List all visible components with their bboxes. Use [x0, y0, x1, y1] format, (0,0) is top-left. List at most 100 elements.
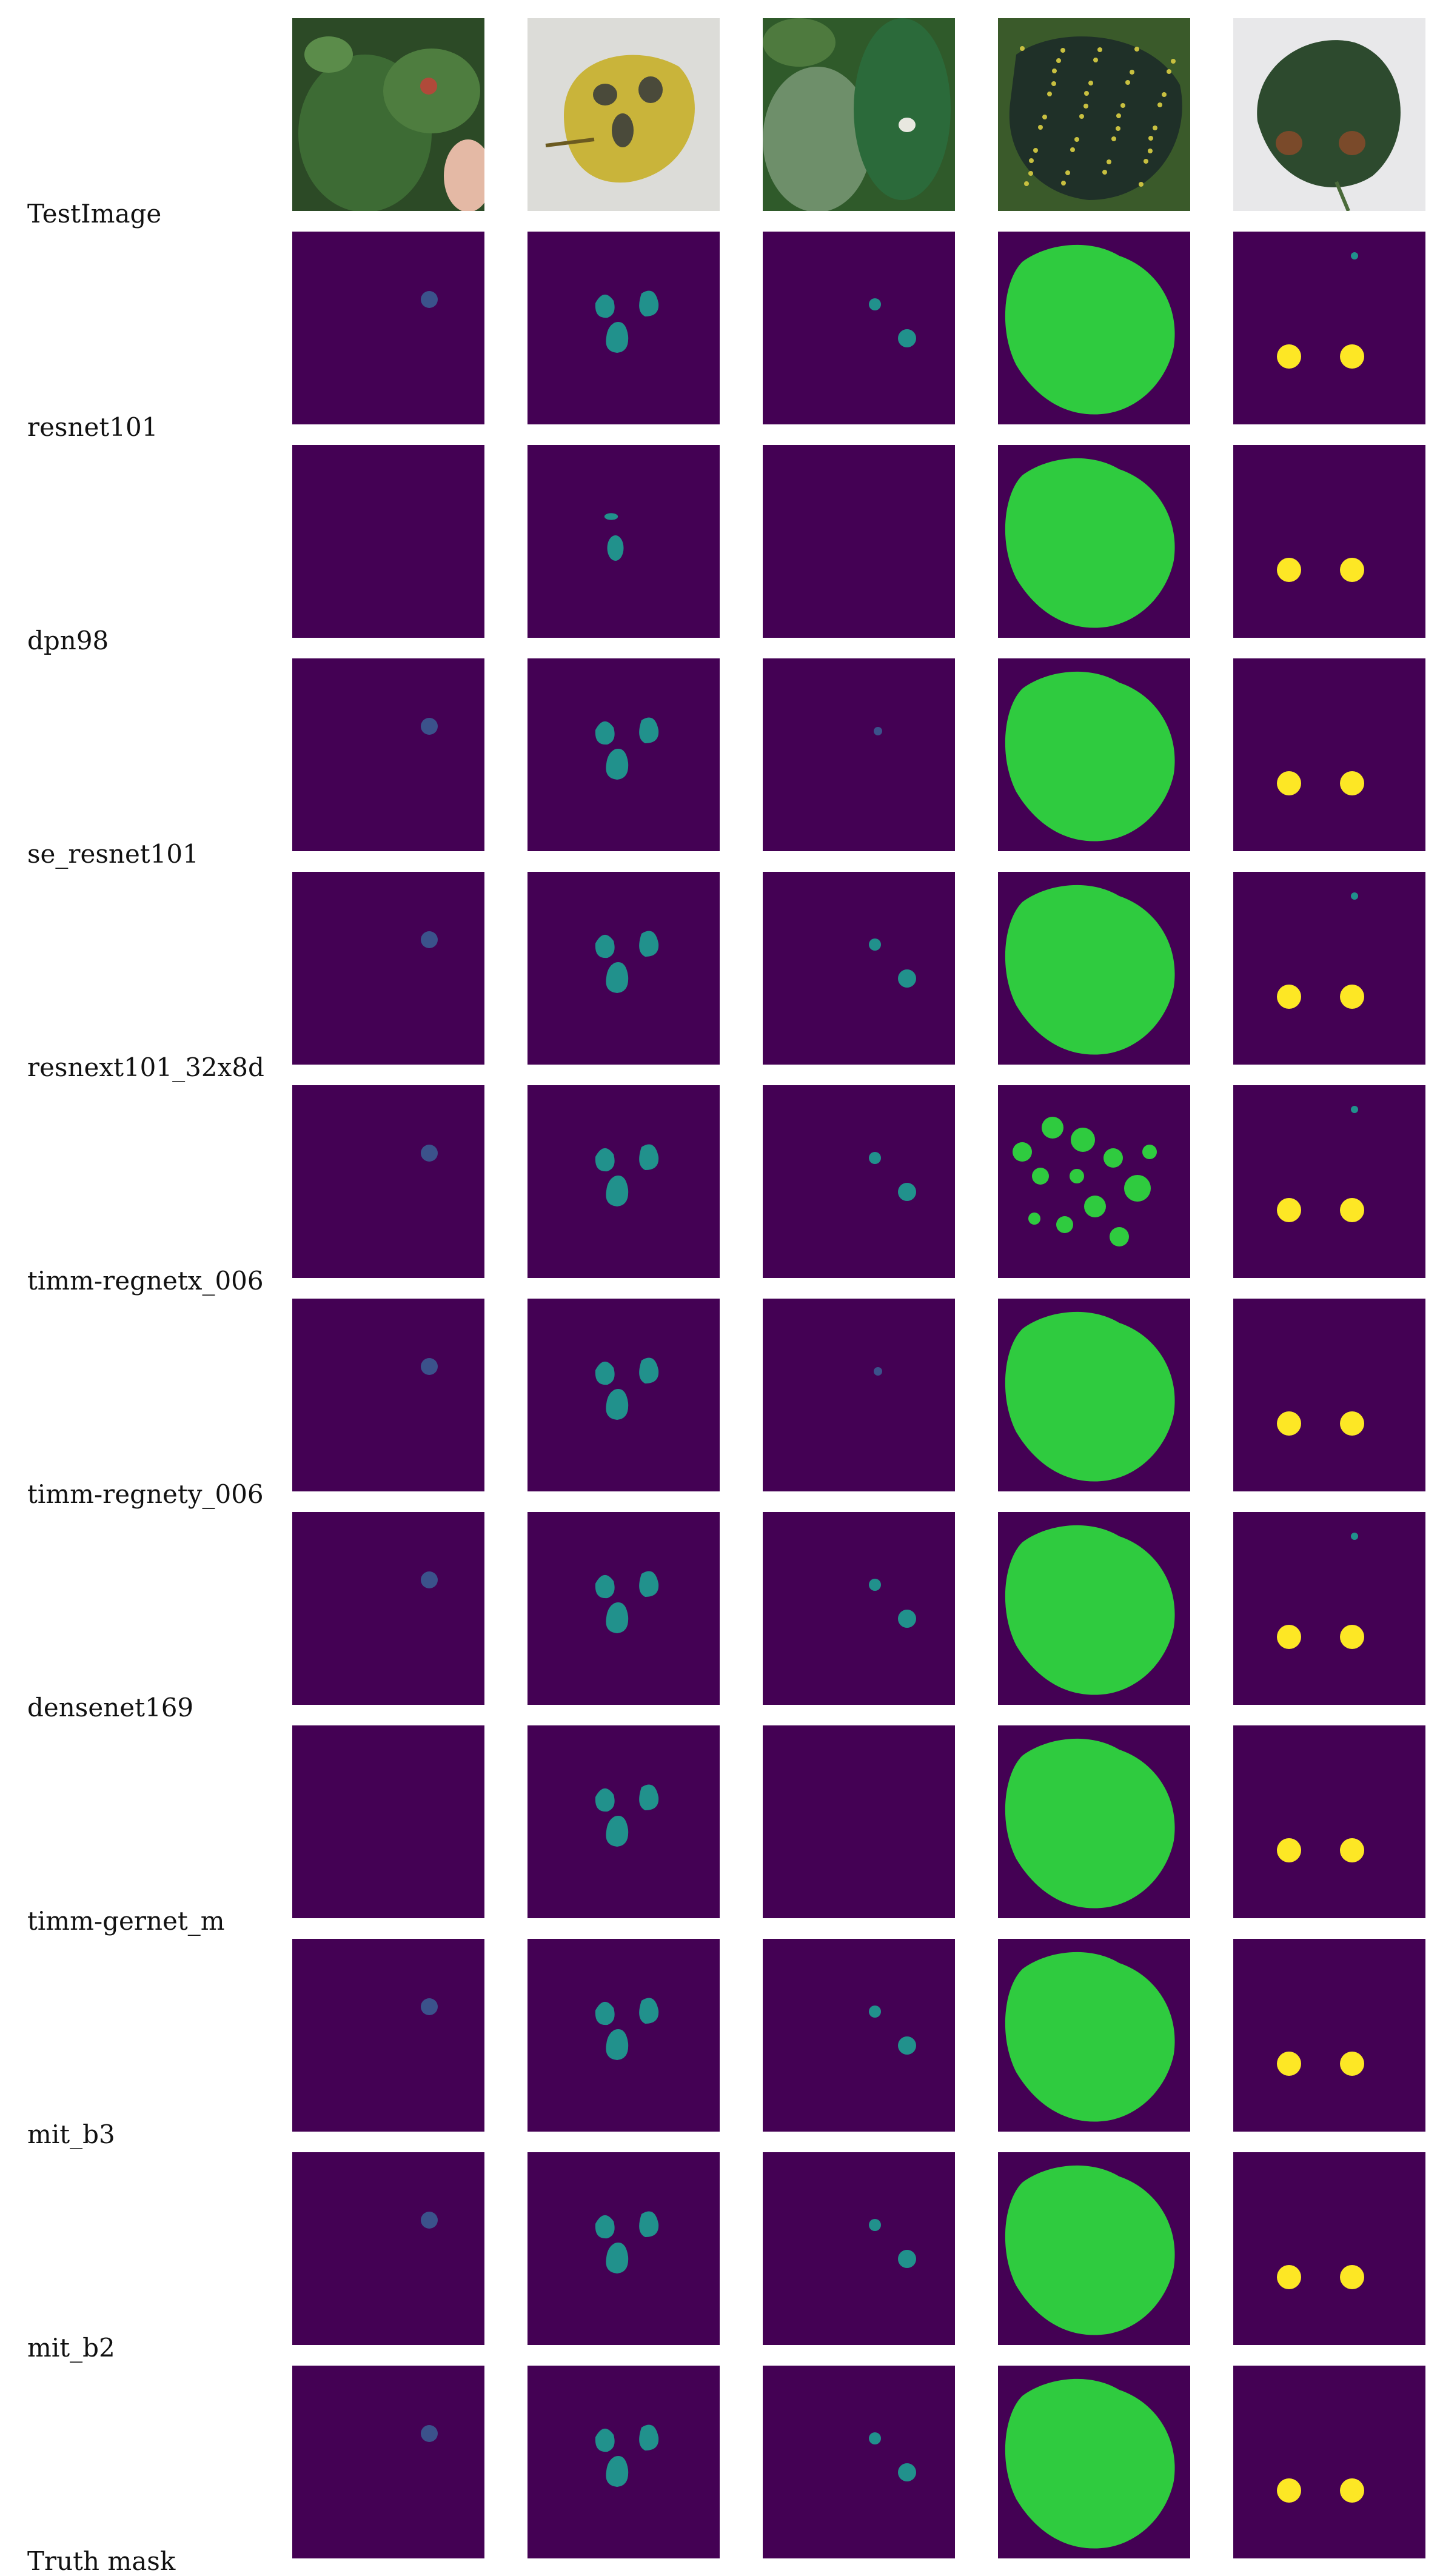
lesion-blob [1277, 1625, 1301, 1649]
lesion-blob [1340, 1411, 1364, 1436]
mask-background [763, 658, 955, 851]
mask-cell [527, 872, 720, 1065]
mask-cell [527, 1939, 720, 2132]
mask-cell [292, 232, 484, 424]
mask-background [292, 445, 484, 638]
mask-cell [292, 1085, 484, 1278]
mask-cell [998, 1725, 1190, 1918]
lesion-blob [1277, 1411, 1301, 1436]
row-label: mit_b2 [27, 2333, 115, 2363]
mask-background [1233, 2152, 1425, 2345]
mask-cell [1233, 445, 1425, 638]
mask-cell [292, 1939, 484, 2132]
lesion-blob [606, 321, 629, 353]
mask-cell [1233, 1085, 1425, 1278]
lesion-blob [898, 2250, 916, 2268]
mask-background [292, 1299, 484, 1491]
leaf-spot-photo [292, 18, 484, 211]
mask-cell [527, 1512, 720, 1705]
row-label: densenet169 [27, 1693, 194, 1722]
lesion-blob [595, 721, 615, 745]
mask-cell [292, 872, 484, 1065]
lesion-blob [874, 727, 882, 735]
mask-cell [292, 2152, 484, 2345]
mask-cell [763, 1299, 955, 1491]
lesion-patch [1071, 1128, 1095, 1152]
lesion-patch [1084, 1196, 1106, 1217]
lesion-patch [1032, 1168, 1049, 1185]
lesion-blob [606, 748, 629, 780]
mask-cell [998, 232, 1190, 424]
lesion-region [1005, 1738, 1175, 1909]
lesion-patch [1042, 1117, 1063, 1139]
lesion-blob [606, 2242, 629, 2273]
lesion-blob [1277, 985, 1301, 1009]
lesion-blob [639, 1784, 659, 1810]
mask-cell [1233, 658, 1425, 851]
mask-cell [998, 1939, 1190, 2132]
mask-background [1233, 1299, 1425, 1491]
lesion-blob [869, 2432, 881, 2444]
mask-cell [763, 1725, 955, 1918]
lesion-blob [1277, 1838, 1301, 1862]
lesion-blob [595, 2428, 615, 2452]
lesion-blob [604, 513, 618, 520]
lesion-blob [606, 1388, 629, 1420]
mask-background [292, 658, 484, 851]
mask-cell [292, 658, 484, 851]
row-label: timm-regnety_006 [27, 1479, 264, 1509]
lesion-blob [595, 1574, 615, 1599]
lesion-region [1005, 671, 1175, 841]
lesion-blob [1340, 2478, 1364, 2503]
lesion-blob [1340, 558, 1364, 582]
lesion-blob [595, 2215, 615, 2239]
mask-background [998, 1085, 1190, 1278]
mask-background [763, 1299, 955, 1491]
lesion-patch [1013, 1142, 1032, 1162]
lesion-blob [606, 2029, 629, 2060]
lesion-blob [869, 298, 881, 310]
lesion-blob [421, 718, 438, 735]
mask-background [763, 1725, 955, 1918]
mask-background [1233, 232, 1425, 424]
lesion-patch [1028, 1213, 1040, 1225]
mask-background [1233, 1939, 1425, 2132]
lesion-blob [639, 290, 659, 316]
mask-cell [998, 1512, 1190, 1705]
lesion-blob [421, 1998, 438, 2015]
mask-cell [998, 445, 1190, 638]
mask-cell [998, 1085, 1190, 1278]
lesion-blob [1340, 771, 1364, 795]
lesion-blob [1277, 344, 1301, 369]
mask-cell [763, 1939, 955, 2132]
mask-cell [763, 1512, 955, 1705]
mask-cell [1233, 2152, 1425, 2345]
lesion-region [1005, 1311, 1175, 1482]
mask-cell [763, 1085, 955, 1278]
lesion-patch [1124, 1175, 1151, 1202]
lesion-blob [595, 2001, 615, 2026]
lesion-blob [1340, 1198, 1364, 1222]
lesion-region [1005, 1525, 1175, 1695]
lesion-blob [898, 969, 916, 988]
mask-cell [292, 445, 484, 638]
lesion-region [1005, 458, 1175, 628]
row-label: timm-gernet_m [27, 1906, 225, 1936]
row-label: timm-regnetx_006 [27, 1266, 264, 1296]
mask-background [1233, 1725, 1425, 1918]
mask-cell [527, 2152, 720, 2345]
lesion-patch [1142, 1145, 1157, 1159]
mask-background [763, 1085, 955, 1278]
mask-cell [763, 658, 955, 851]
dark-leaf-photo [1233, 18, 1425, 211]
lesion-blob [898, 1610, 916, 1628]
lesion-blob [421, 1571, 438, 1588]
mask-cell [1233, 872, 1425, 1065]
mask-cell [998, 2152, 1190, 2345]
mask-cell [998, 872, 1190, 1065]
mask-cell [1233, 1939, 1425, 2132]
mask-background [1233, 1512, 1425, 1705]
lesion-blob [1340, 344, 1364, 369]
lesion-blob [1277, 2052, 1301, 2076]
mask-cell [1233, 1299, 1425, 1491]
